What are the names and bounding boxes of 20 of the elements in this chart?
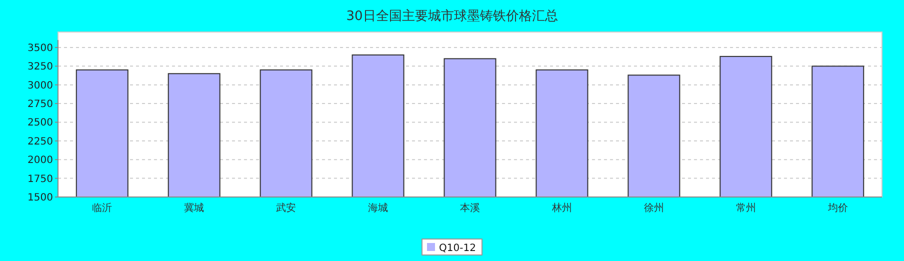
x-tick-label: 武安 bbox=[276, 202, 296, 214]
chart-title: 30日全国主要城市球墨铸铁价格汇总 bbox=[346, 8, 558, 24]
y-tick-label: 1500 bbox=[28, 192, 53, 204]
y-tick-label: 1750 bbox=[28, 174, 53, 185]
x-tick-label: 林州 bbox=[550, 202, 572, 214]
x-tick-label: 均价 bbox=[826, 202, 848, 214]
y-tick-label: 3250 bbox=[28, 62, 53, 73]
y-tick-label: 2000 bbox=[28, 155, 53, 166]
legend-label: Q10-12 bbox=[439, 243, 476, 254]
y-tick-label: 2750 bbox=[28, 99, 53, 110]
x-tick-label: 本溪 bbox=[460, 202, 480, 214]
x-tick-label: 临沂 bbox=[92, 202, 112, 214]
y-tick-label: 2250 bbox=[28, 136, 53, 148]
x-tick-label: 海城 bbox=[368, 202, 388, 214]
x-tick-label: 徐州 bbox=[644, 202, 664, 214]
y-tick-label: 3000 bbox=[28, 80, 53, 92]
y-tick-label: 2500 bbox=[28, 118, 53, 129]
x-tick-label: 常州 bbox=[736, 202, 756, 214]
x-tick-label: 冀城 bbox=[184, 202, 204, 214]
y-tick-label: 3500 bbox=[28, 42, 53, 54]
